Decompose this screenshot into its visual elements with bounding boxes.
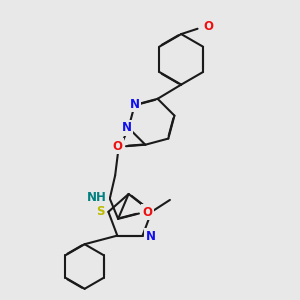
Text: N: N: [130, 98, 140, 111]
Text: N: N: [146, 230, 156, 243]
Text: O: O: [113, 140, 123, 153]
Text: O: O: [142, 206, 152, 219]
Text: O: O: [204, 20, 214, 33]
Text: S: S: [96, 205, 104, 218]
Text: NH: NH: [87, 191, 107, 204]
Text: N: N: [122, 122, 132, 134]
